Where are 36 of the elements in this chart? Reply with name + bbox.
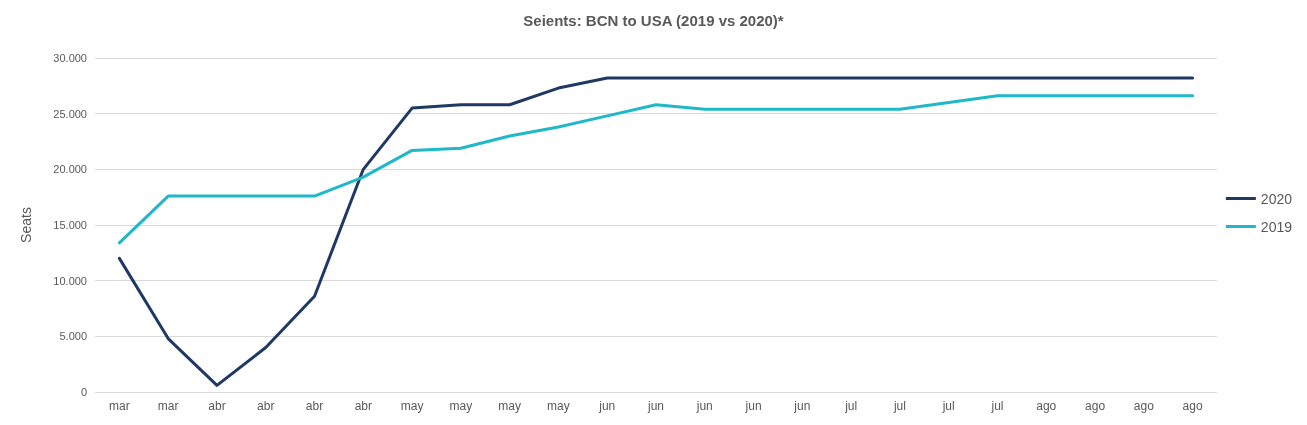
x-tick-label: ago [1182, 399, 1203, 413]
legend-label: 2019 [1260, 218, 1293, 235]
x-tick-label: jun [695, 399, 713, 413]
x-tick-label: may [449, 399, 473, 413]
x-tick-label: abr [208, 399, 226, 413]
x-tick-label: ago [1133, 399, 1155, 413]
x-tick-label: mar [109, 399, 130, 413]
x-tick-label: may [498, 399, 521, 413]
y-tick-label: 30.000 [53, 52, 87, 64]
x-tick-label: ago [1036, 399, 1057, 413]
x-tick-label: may [400, 399, 424, 413]
x-tick-label: jun [646, 399, 665, 413]
y-tick-label: 20.000 [53, 163, 87, 176]
y-axis-title: Seats [18, 207, 34, 243]
x-tick-label: jul [941, 399, 955, 413]
legend-label: 2020 [1260, 190, 1293, 207]
x-tick-label: jun [744, 399, 762, 413]
y-tick-label: 5.000 [59, 330, 87, 343]
x-tick-label: jun [793, 399, 811, 413]
line-series [117, 76, 1195, 387]
x-tick-label: jul [990, 399, 1004, 413]
y-tick-label: 10.000 [53, 274, 87, 287]
x-tick-label: jul [892, 399, 906, 413]
x-tick-label: may [547, 399, 570, 413]
line-series [117, 94, 1195, 245]
x-tick-label: jun [598, 399, 616, 413]
x-tick-label: abr [305, 399, 324, 413]
x-tick-label: jul [844, 399, 858, 413]
x-tick-label: mar [157, 399, 179, 413]
y-tick-label: 0 [80, 386, 87, 398]
x-tick-label: ago [1085, 399, 1106, 413]
y-tick-label: 15.000 [53, 219, 87, 231]
x-tick-label: abr [354, 399, 372, 413]
x-tick-label: abr [257, 399, 275, 413]
chart-title: Seients: BCN to USA (2019 vs 2020)* [523, 12, 784, 29]
y-tick-label: 25.000 [53, 107, 87, 120]
